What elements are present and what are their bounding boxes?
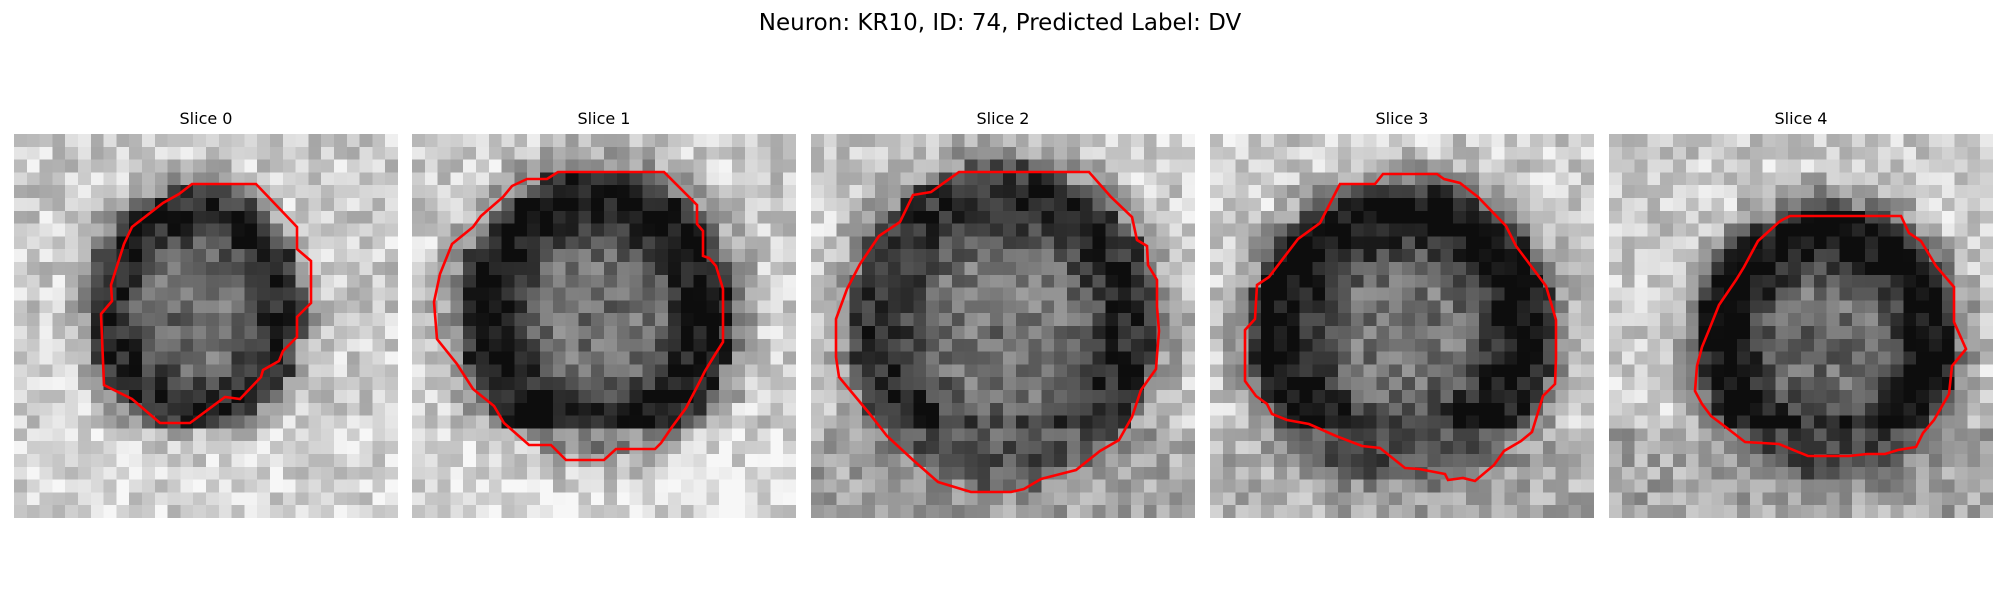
cell-contour — [1243, 172, 1558, 483]
slice-image — [14, 134, 398, 518]
slice-image — [1210, 134, 1594, 518]
contour-outline — [99, 182, 313, 425]
slice-image — [811, 134, 1195, 518]
slice-title: Slice 2 — [976, 109, 1030, 128]
cell-contour — [834, 170, 1161, 494]
cell-contour — [1693, 214, 1968, 458]
contour-outline — [1693, 214, 1968, 458]
slice-title: Slice 4 — [1774, 109, 1828, 128]
contour-outline — [834, 170, 1161, 494]
slice-panel-2: Slice 2 — [811, 108, 1195, 520]
slice-title: Slice 1 — [577, 109, 631, 128]
slice-title: Slice 0 — [179, 109, 233, 128]
slice-panel-1: Slice 1 — [412, 108, 796, 520]
contour-outline — [1243, 172, 1558, 483]
cell-contour — [99, 182, 313, 425]
slice-panel-4: Slice 4 — [1609, 108, 1993, 520]
slice-image — [412, 134, 796, 518]
slice-title: Slice 3 — [1375, 109, 1429, 128]
cell-contour — [432, 170, 725, 462]
slice-panel-0: Slice 0 — [14, 108, 398, 520]
contour-outline — [432, 170, 725, 462]
slice-panel-3: Slice 3 — [1210, 108, 1594, 520]
figure-title: Neuron: KR10, ID: 74, Predicted Label: D… — [758, 10, 1242, 36]
